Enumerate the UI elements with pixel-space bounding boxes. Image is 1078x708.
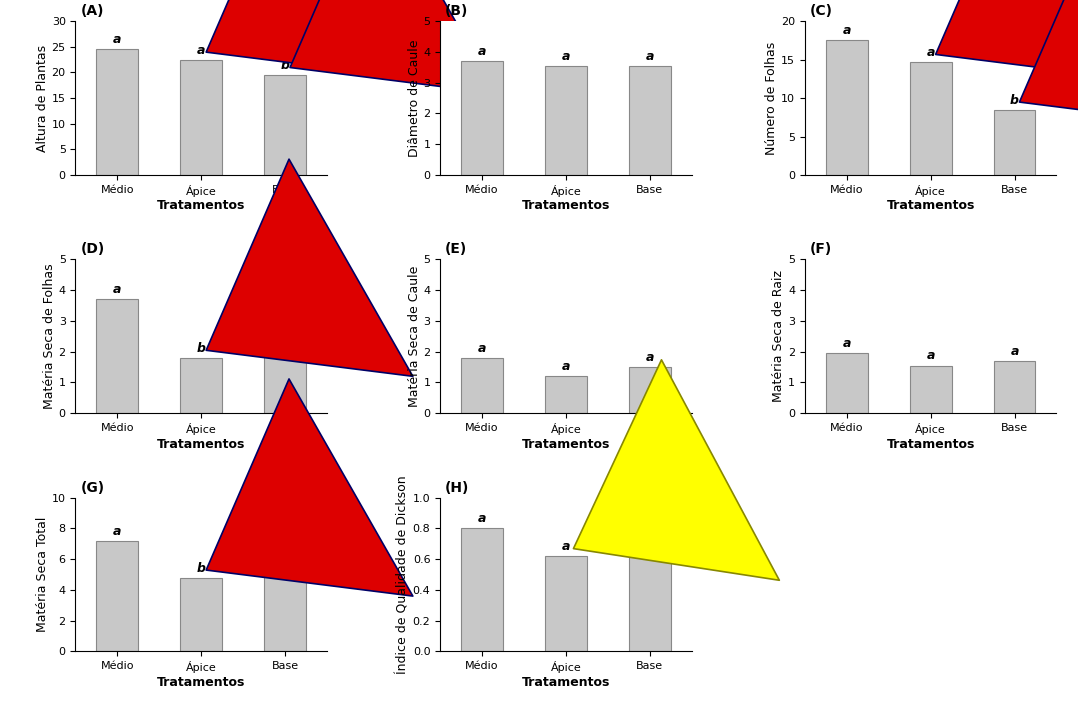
- Text: a: a: [478, 45, 486, 58]
- X-axis label: Tratamentos: Tratamentos: [157, 200, 246, 212]
- Y-axis label: Matéria Seca de Caule: Matéria Seca de Caule: [407, 266, 420, 407]
- Text: a: a: [113, 283, 122, 297]
- Text: b: b: [280, 326, 290, 339]
- Text: a: a: [478, 342, 486, 355]
- Bar: [461, 61, 503, 175]
- Bar: [96, 541, 138, 651]
- Bar: [461, 358, 503, 413]
- Text: b: b: [196, 342, 206, 355]
- Bar: [180, 358, 222, 413]
- X-axis label: Tratamentos: Tratamentos: [522, 438, 610, 451]
- Bar: [461, 528, 503, 651]
- Text: (F): (F): [810, 242, 832, 256]
- Bar: [910, 365, 952, 413]
- Text: a: a: [1010, 345, 1019, 358]
- Text: a: a: [926, 350, 935, 362]
- X-axis label: Tratamentos: Tratamentos: [157, 676, 246, 689]
- Y-axis label: Matéria Seca de Raiz: Matéria Seca de Raiz: [772, 270, 785, 402]
- Y-axis label: Diâmetro de Caule: Diâmetro de Caule: [407, 40, 420, 157]
- Bar: [545, 376, 586, 413]
- Text: a: a: [562, 360, 570, 373]
- Text: (C): (C): [810, 4, 833, 18]
- Y-axis label: Índice de Qualidade de Dickson: Índice de Qualidade de Dickson: [397, 475, 410, 674]
- Text: a: a: [197, 44, 206, 57]
- Y-axis label: Matéria Seca de Folhas: Matéria Seca de Folhas: [43, 263, 56, 409]
- Bar: [628, 66, 671, 175]
- Bar: [96, 50, 138, 175]
- Text: (G): (G): [81, 481, 105, 495]
- Text: a: a: [113, 525, 122, 537]
- Text: b: b: [1010, 93, 1019, 106]
- Y-axis label: Altura de Plantas: Altura de Plantas: [36, 45, 49, 152]
- Bar: [180, 59, 222, 175]
- Text: a: a: [646, 50, 654, 63]
- X-axis label: Tratamentos: Tratamentos: [157, 438, 246, 451]
- Text: a: a: [562, 540, 570, 553]
- Bar: [628, 541, 671, 651]
- X-axis label: Tratamentos: Tratamentos: [522, 200, 610, 212]
- Bar: [545, 556, 586, 651]
- Bar: [628, 367, 671, 413]
- Text: (A): (A): [81, 4, 103, 18]
- Bar: [180, 578, 222, 651]
- Text: (D): (D): [81, 242, 105, 256]
- X-axis label: Tratamentos: Tratamentos: [886, 438, 975, 451]
- Text: b: b: [280, 551, 290, 564]
- Bar: [96, 299, 138, 413]
- Bar: [994, 361, 1036, 413]
- Bar: [826, 353, 868, 413]
- Y-axis label: Matéria Seca Total: Matéria Seca Total: [36, 517, 49, 632]
- Text: a: a: [113, 33, 122, 46]
- X-axis label: Tratamentos: Tratamentos: [886, 200, 975, 212]
- Text: a: a: [646, 351, 654, 364]
- Text: b: b: [280, 59, 290, 72]
- Text: (H): (H): [445, 481, 470, 495]
- Bar: [264, 75, 306, 175]
- Bar: [545, 66, 586, 175]
- Text: a: a: [478, 513, 486, 525]
- Bar: [910, 62, 952, 175]
- Text: b: b: [196, 561, 206, 574]
- Bar: [994, 110, 1036, 175]
- Text: a: a: [926, 46, 935, 59]
- Bar: [264, 567, 306, 651]
- Bar: [264, 343, 306, 413]
- Text: (B): (B): [445, 4, 469, 18]
- Bar: [826, 40, 868, 175]
- Text: a: a: [843, 337, 851, 350]
- Text: a: a: [843, 24, 851, 38]
- Text: (E): (E): [445, 242, 468, 256]
- Text: a: a: [562, 50, 570, 63]
- Y-axis label: Número de Folhas: Número de Folhas: [765, 42, 778, 155]
- X-axis label: Tratamentos: Tratamentos: [522, 676, 610, 689]
- Text: a: a: [646, 525, 654, 537]
